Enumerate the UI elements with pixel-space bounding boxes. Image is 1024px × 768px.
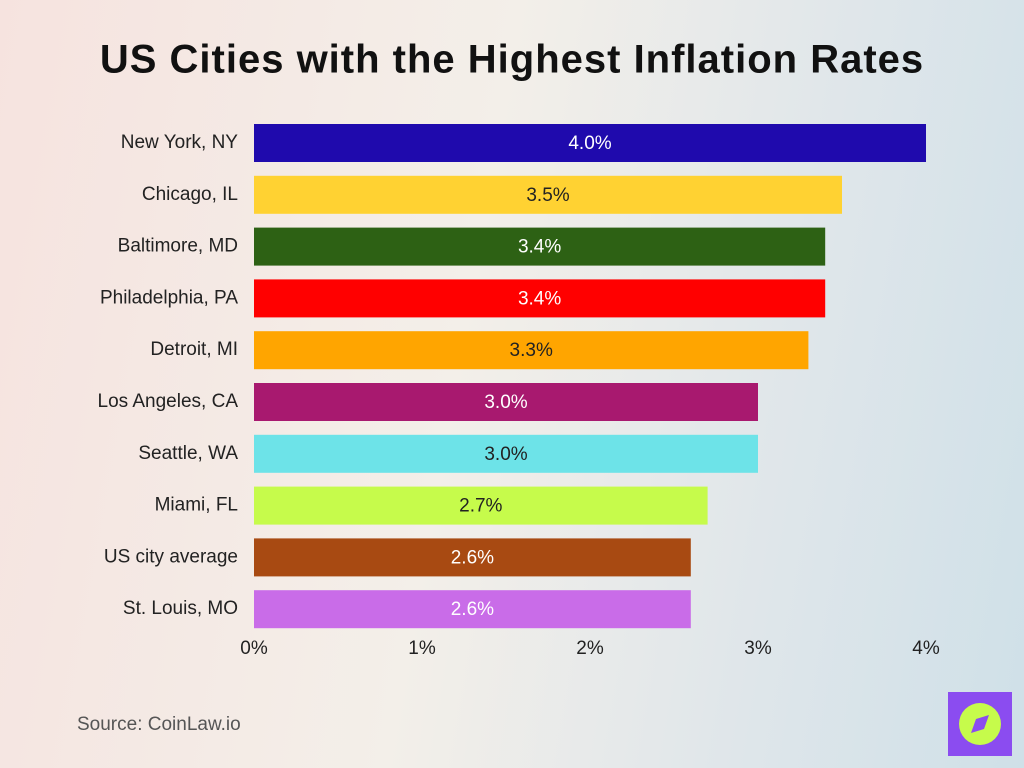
value-label: 2.7% — [459, 496, 502, 517]
bar — [254, 383, 758, 421]
logo-needle — [971, 715, 989, 733]
value-label: 3.0% — [484, 444, 527, 465]
bar — [254, 175, 842, 214]
y-tick-label: Chicago, IL — [142, 184, 238, 205]
x-tick-label: 2% — [576, 638, 604, 659]
bar — [254, 124, 926, 162]
x-tick-label: 1% — [408, 638, 436, 659]
bar — [254, 331, 809, 370]
y-tick-label: Los Angeles, CA — [98, 391, 239, 412]
logo — [948, 692, 1012, 756]
y-tick-label: New York, NY — [121, 132, 239, 153]
bar — [254, 279, 826, 318]
value-label: 3.0% — [484, 392, 527, 413]
x-tick-label: 0% — [240, 638, 268, 659]
y-tick-label: St. Louis, MO — [123, 598, 238, 619]
y-tick-label: Detroit, MI — [150, 339, 238, 360]
value-label: 2.6% — [451, 599, 494, 620]
value-label: 3.4% — [518, 237, 561, 258]
value-label: 4.0% — [568, 133, 611, 154]
y-tick-label: Seattle, WA — [138, 443, 238, 464]
bar — [254, 486, 708, 525]
source: Source: CoinLaw.io — [77, 714, 241, 735]
value-label: 2.6% — [451, 547, 494, 568]
bar — [254, 227, 826, 266]
x-tick-label: 3% — [744, 638, 772, 659]
x-tick-label: 4% — [912, 638, 940, 659]
chart-title: US Cities with the Highest Inflation Rat… — [100, 38, 924, 82]
value-label: 3.4% — [518, 288, 561, 309]
bar — [254, 434, 758, 473]
bar — [254, 538, 691, 577]
y-tick-label: Baltimore, MD — [118, 236, 238, 257]
value-label: 3.5% — [526, 185, 569, 206]
y-tick-label: Philadelphia, PA — [100, 287, 238, 308]
y-tick-label: Miami, FL — [155, 495, 238, 516]
bar — [254, 590, 691, 629]
value-label: 3.3% — [510, 340, 553, 361]
y-tick-label: US city average — [104, 546, 238, 567]
